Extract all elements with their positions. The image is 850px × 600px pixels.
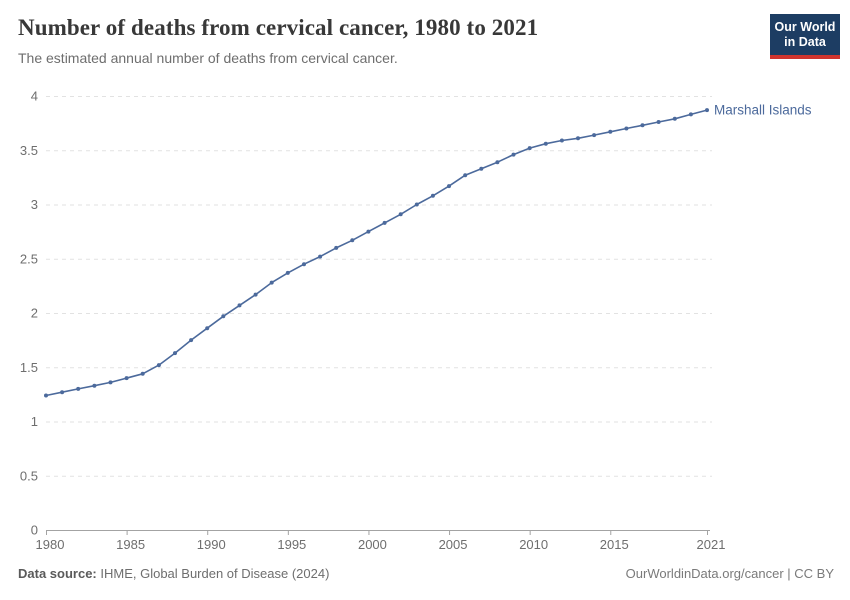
x-tick-label: 2021	[697, 537, 726, 552]
chart-subtitle: The estimated annual number of deaths fr…	[18, 49, 398, 66]
chart-header: Number of deaths from cervical cancer, 1…	[18, 14, 840, 67]
data-source: Data source: IHME, Global Burden of Dise…	[18, 566, 329, 581]
data-point	[559, 138, 564, 143]
entity-label[interactable]: Marshall Islands	[714, 103, 812, 118]
data-point	[608, 129, 613, 134]
data-point	[656, 120, 661, 124]
y-tick-label: 0.5	[20, 468, 38, 483]
data-point	[705, 108, 709, 113]
data-point	[269, 280, 274, 285]
data-point	[350, 238, 355, 243]
header-titles: Number of deaths from cervical cancer, 1…	[18, 14, 538, 67]
data-point	[592, 133, 597, 138]
y-tick-label: 2.5	[20, 251, 38, 266]
y-tick-label: 0	[31, 523, 38, 538]
data-point	[189, 338, 194, 343]
y-tick-label: 3.5	[20, 143, 38, 158]
data-point	[479, 166, 484, 171]
data-point	[140, 371, 145, 376]
data-point	[221, 314, 226, 319]
data-point	[447, 184, 451, 189]
x-tick-label: 1980	[36, 537, 65, 552]
data-point	[366, 229, 371, 234]
data-point	[318, 254, 323, 259]
data-point	[672, 116, 677, 121]
data-point	[640, 123, 645, 128]
data-point	[156, 363, 161, 368]
data-point	[124, 376, 129, 381]
data-point	[44, 393, 48, 398]
logo-line-2: in Data	[784, 35, 826, 49]
data-point	[108, 380, 113, 385]
data-point	[398, 212, 403, 217]
y-tick-label: 3	[31, 197, 38, 212]
logo-line-1: Our World	[774, 20, 836, 34]
data-point	[511, 152, 516, 157]
data-point	[253, 292, 258, 297]
data-point	[527, 146, 532, 151]
data-source-label: Data source:	[18, 566, 97, 581]
x-tick-label: 2010	[519, 537, 548, 552]
data-point	[76, 386, 81, 391]
data-point	[463, 173, 468, 178]
x-tick-label: 2015	[600, 537, 629, 552]
license-link[interactable]: OurWorldinData.org/cancer | CC BY	[625, 566, 834, 581]
data-point	[60, 390, 65, 395]
data-point	[430, 193, 435, 198]
x-tick-label: 1990	[197, 537, 226, 552]
data-point	[237, 303, 242, 308]
data-line	[45, 109, 708, 397]
data-point	[688, 112, 693, 117]
data-point	[92, 383, 97, 388]
data-point	[302, 262, 306, 267]
data-point	[576, 136, 580, 141]
y-tick-label: 4	[31, 89, 38, 104]
chart-footer: Data source: IHME, Global Burden of Dise…	[18, 566, 834, 581]
page-title: Number of deaths from cervical cancer, 1…	[18, 15, 539, 40]
data-point	[624, 126, 629, 131]
x-tick-label: 1995	[277, 537, 306, 552]
data-point	[173, 351, 177, 356]
x-tick-label: 1985	[116, 537, 145, 552]
x-tick-label: 2005	[439, 537, 468, 552]
owid-logo: Our World in Data	[770, 14, 840, 59]
data-point	[543, 141, 548, 146]
data-point	[285, 270, 290, 275]
data-source-text: IHME, Global Burden of Disease (2024)	[96, 566, 330, 581]
data-point	[382, 220, 387, 225]
y-tick-label: 1.5	[20, 360, 38, 375]
data-point	[495, 160, 500, 165]
plot-area[interactable]	[46, 88, 712, 530]
y-tick-label: 2	[31, 306, 38, 321]
data-point	[205, 326, 210, 331]
data-point	[414, 202, 419, 207]
x-tick-label: 2000	[358, 537, 387, 552]
y-tick-label: 1	[31, 414, 38, 429]
data-point	[334, 245, 339, 250]
